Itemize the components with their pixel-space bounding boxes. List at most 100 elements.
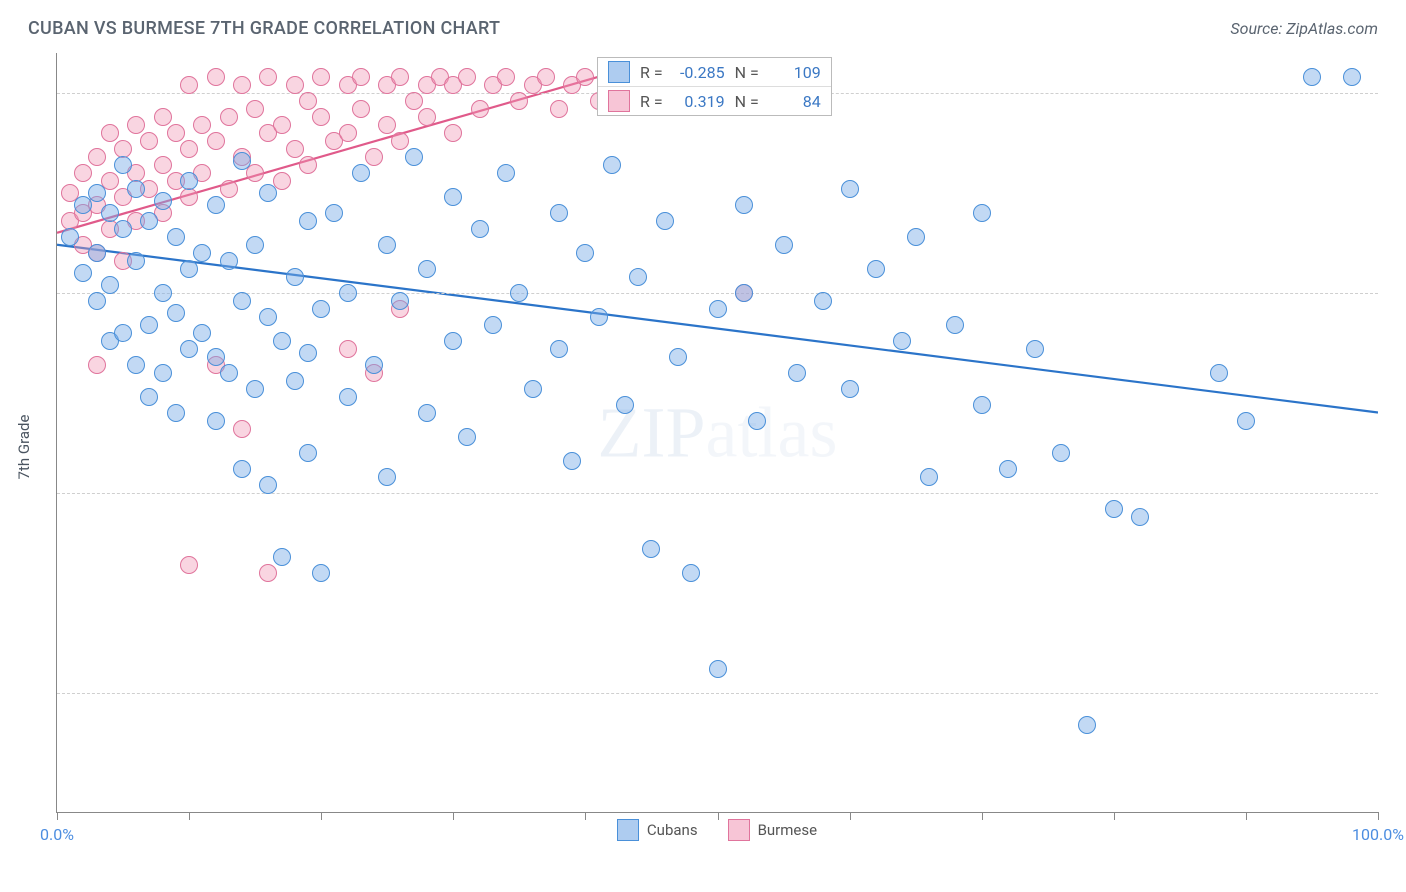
- data-point: [154, 284, 172, 302]
- data-point: [365, 356, 383, 374]
- data-point: [207, 196, 225, 214]
- data-point: [893, 332, 911, 350]
- data-point: [193, 324, 211, 342]
- data-point: [88, 184, 106, 202]
- legend-item-burmese: Burmese: [728, 819, 818, 841]
- data-point: [1052, 444, 1070, 462]
- data-point: [1078, 716, 1096, 734]
- data-point: [286, 268, 304, 286]
- data-point: [273, 548, 291, 566]
- x-tick-label: 0.0%: [40, 825, 74, 844]
- data-point: [220, 252, 238, 270]
- data-point: [471, 220, 489, 238]
- chart-container: 7th Grade ZIPatlas 85.0%90.0%95.0%100.0%…: [28, 53, 1378, 841]
- data-point: [180, 260, 198, 278]
- x-tick: [57, 812, 58, 820]
- data-point: [286, 140, 304, 158]
- data-point: [207, 412, 225, 430]
- data-point: [233, 152, 251, 170]
- data-point: [259, 476, 277, 494]
- data-point: [550, 204, 568, 222]
- r-key: R =: [640, 63, 663, 82]
- data-point: [180, 172, 198, 190]
- data-point: [497, 68, 515, 86]
- data-point: [101, 204, 119, 222]
- data-point: [154, 108, 172, 126]
- data-point: [193, 244, 211, 262]
- data-point: [1303, 68, 1321, 86]
- legend: Cubans Burmese: [56, 819, 1378, 841]
- stats-row-cubans: R = -0.285 N = 109: [598, 58, 831, 86]
- data-point: [471, 100, 489, 118]
- data-point: [352, 100, 370, 118]
- swatch-cubans-icon: [608, 61, 630, 83]
- data-point: [74, 164, 92, 182]
- stats-row-burmese: R = 0.319 N = 84: [598, 86, 831, 115]
- data-point: [444, 332, 462, 350]
- data-point: [616, 396, 634, 414]
- x-tick: [718, 812, 719, 820]
- data-point: [88, 244, 106, 262]
- data-point: [563, 452, 581, 470]
- data-point: [497, 164, 515, 182]
- gridline: [57, 293, 1378, 294]
- data-point: [907, 228, 925, 246]
- data-point: [735, 284, 753, 302]
- data-point: [259, 68, 277, 86]
- data-point: [391, 292, 409, 310]
- y-axis-label: 7th Grade: [15, 415, 33, 480]
- data-point: [444, 124, 462, 142]
- data-point: [246, 380, 264, 398]
- gridline: [57, 693, 1378, 694]
- data-point: [682, 564, 700, 582]
- data-point: [167, 304, 185, 322]
- data-point: [405, 92, 423, 110]
- x-tick-label: 100.0%: [1352, 825, 1404, 844]
- data-point: [259, 564, 277, 582]
- data-point: [114, 324, 132, 342]
- legend-label-cubans: Cubans: [647, 821, 698, 839]
- data-point: [220, 364, 238, 382]
- correlation-stats-box: R = -0.285 N = 109 R = 0.319 N = 84: [597, 57, 832, 116]
- data-point: [74, 264, 92, 282]
- data-point: [180, 188, 198, 206]
- data-point: [1210, 364, 1228, 382]
- data-point: [233, 292, 251, 310]
- data-point: [378, 236, 396, 254]
- data-point: [220, 180, 238, 198]
- data-point: [1026, 340, 1044, 358]
- data-point: [814, 292, 832, 310]
- data-point: [788, 364, 806, 382]
- data-point: [550, 340, 568, 358]
- data-point: [233, 420, 251, 438]
- data-point: [127, 180, 145, 198]
- data-point: [458, 68, 476, 86]
- data-point: [576, 68, 594, 86]
- data-point: [378, 116, 396, 134]
- data-point: [154, 364, 172, 382]
- swatch-burmese-icon: [608, 90, 630, 112]
- data-point: [603, 156, 621, 174]
- x-tick: [1114, 812, 1115, 820]
- n-key: N =: [735, 63, 759, 82]
- data-point: [841, 380, 859, 398]
- data-point: [88, 356, 106, 374]
- data-point: [339, 284, 357, 302]
- data-point: [127, 356, 145, 374]
- data-point: [299, 444, 317, 462]
- x-tick: [189, 812, 190, 820]
- data-point: [233, 460, 251, 478]
- data-point: [180, 76, 198, 94]
- legend-swatch-burmese-icon: [728, 819, 750, 841]
- data-point: [1237, 412, 1255, 430]
- data-point: [391, 132, 409, 150]
- data-point: [642, 540, 660, 558]
- data-point: [286, 76, 304, 94]
- r-key: R =: [640, 92, 663, 111]
- data-point: [524, 380, 542, 398]
- data-point: [233, 76, 251, 94]
- data-point: [576, 244, 594, 262]
- data-point: [418, 260, 436, 278]
- data-point: [709, 300, 727, 318]
- x-tick: [982, 812, 983, 820]
